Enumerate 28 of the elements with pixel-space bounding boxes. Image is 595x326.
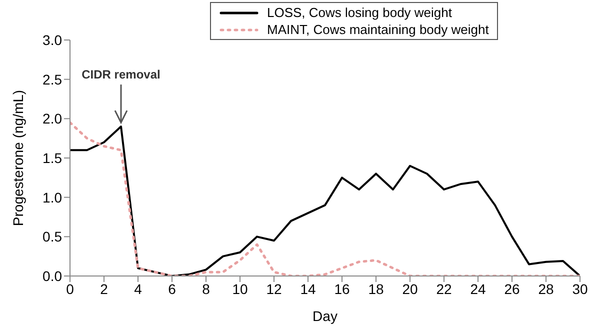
x-tick-label: 10 [232,280,248,297]
x-tick-label: 26 [504,280,520,297]
y-tick-label: 0.0 [42,268,62,284]
x-tick-label: 4 [134,280,142,297]
x-tick-label: 2 [100,280,108,297]
x-tick-label: 22 [436,280,452,297]
annotation: CIDR removal [82,68,160,82]
legend-label: LOSS, Cows losing body weight [267,4,452,21]
x-tick-label: 14 [300,280,316,297]
y-tick-label: 0.5 [42,228,62,245]
y-tick-label: 2.0 [42,110,62,127]
y-tick-label: 2.5 [42,71,62,88]
legend-label: MAINT, Cows maintaining body weight [267,21,489,38]
x-tick-label: 0 [66,280,74,297]
x-tick-label: 28 [538,280,554,297]
y-tick-label: 3.0 [42,32,62,48]
x-axis-title: Day [312,308,338,324]
x-tick-label: 20 [402,280,418,297]
x-tick-label: 6 [168,280,176,297]
y-axis-title: Progesterone (ng/mL) [10,90,26,226]
x-tick-label: 8 [202,280,210,297]
x-tick-label: 18 [368,280,384,297]
x-tick-label: 12 [266,280,282,297]
x-tick-label: 24 [470,280,486,297]
x-tick-label: 30 [572,280,588,297]
y-tick-label: 1.5 [42,150,62,166]
x-tick-label: 16 [334,280,350,297]
y-tick-label: 1.0 [42,189,62,206]
